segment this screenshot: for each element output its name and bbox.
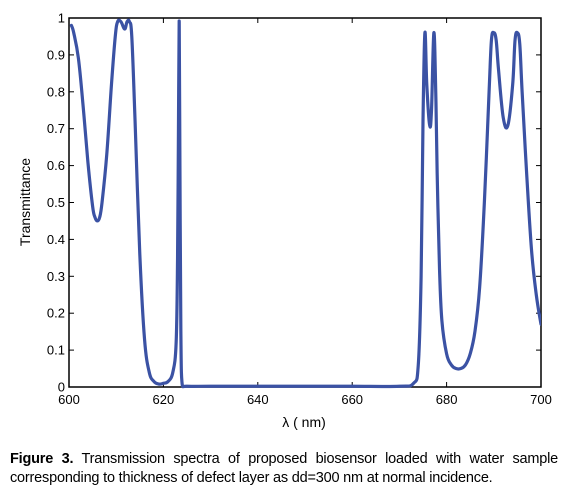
y-tick-label: 0.5 <box>47 195 65 210</box>
figure-caption-text: Transmission spectra of proposed biosens… <box>10 451 558 486</box>
y-tick-label: 0.3 <box>47 269 65 284</box>
x-tick-label: 700 <box>530 392 552 407</box>
y-tick-label: 0.9 <box>47 47 65 62</box>
x-tick-label: 640 <box>247 392 269 407</box>
y-tick-label: 0 <box>58 380 65 395</box>
y-tick-label: 0.4 <box>47 232 65 247</box>
x-tick-label: 600 <box>58 392 80 407</box>
figure-caption: Figure 3. Transmission spectra of propos… <box>10 450 558 488</box>
x-tick-label: 680 <box>436 392 458 407</box>
plot-frame <box>68 17 542 388</box>
y-tick-label: 0.6 <box>47 158 65 173</box>
y-tick-label: 0.7 <box>47 121 65 136</box>
x-tick-label: 660 <box>341 392 363 407</box>
y-tick-label: 0.1 <box>47 343 65 358</box>
transmittance-series-line <box>69 18 541 389</box>
figure-caption-label: Figure 3. <box>10 451 74 467</box>
x-tick-label: 620 <box>153 392 175 407</box>
transmission-chart: 600 620 640 660 680 700 0 0.1 0.2 0.3 0.4 0.5 0.6 0.7… <box>17 11 552 431</box>
y-tick-label: 0.8 <box>47 84 65 99</box>
plot-area: 600 620 640 660 680 700 0 0.1 0.2 0.3 0.4 0.5 0.6 0.7… <box>47 11 552 408</box>
y-axis-label: Transmittance <box>17 158 33 246</box>
y-tick-label: 1 <box>58 11 65 26</box>
y-tick-label: 0.2 <box>47 306 65 321</box>
x-axis-label: λ ( nm) <box>282 414 326 430</box>
